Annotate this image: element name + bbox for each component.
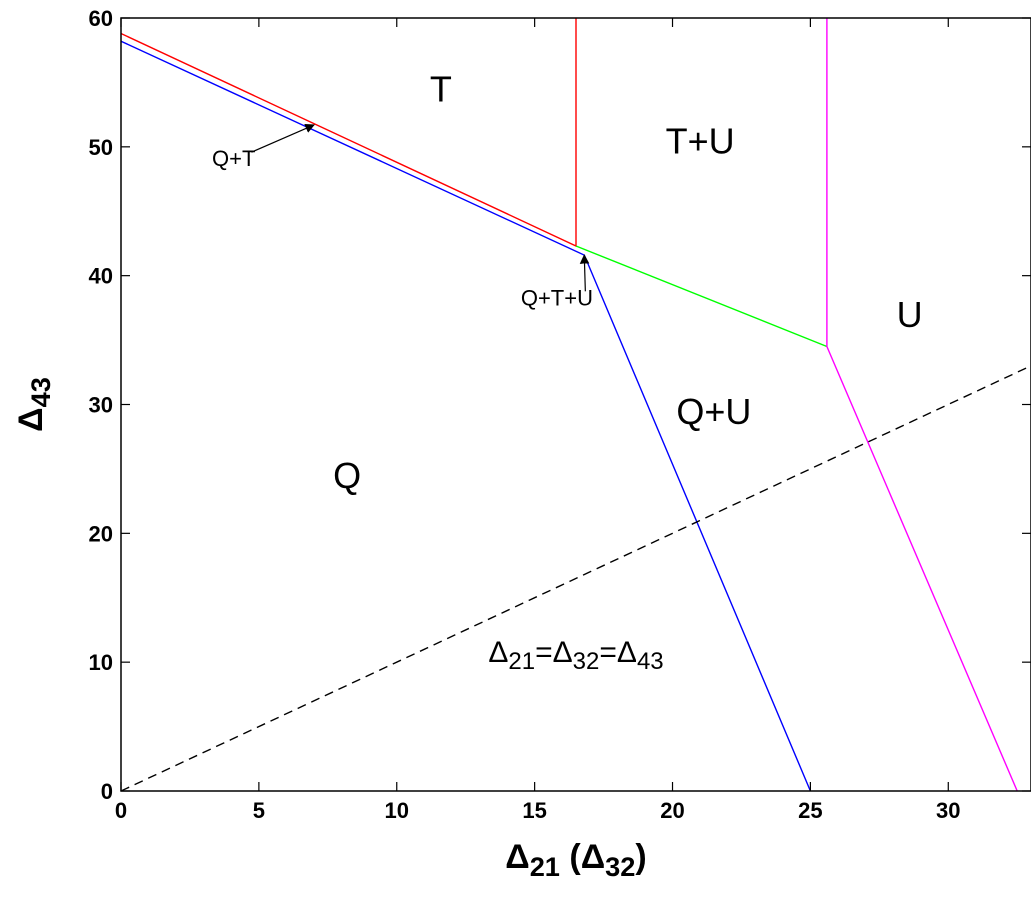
- x-tick-label: 25: [798, 798, 822, 823]
- y-tick-label: 0: [101, 779, 113, 804]
- x-tick-label: 15: [522, 798, 546, 823]
- series-layer: [120, 18, 1031, 792]
- region-label: Q: [333, 455, 361, 496]
- annotation-arrow: [251, 123, 315, 153]
- y-tick-label: 30: [89, 393, 113, 418]
- series-line-4: [120, 365, 1031, 792]
- labels-layer: Δ21 (Δ32) Δ43 Δ21=Δ32=Δ43: [12, 377, 664, 882]
- y-tick-label: 50: [89, 135, 113, 160]
- x-tick-label: 20: [660, 798, 684, 823]
- x-tick-label: 10: [385, 798, 409, 823]
- region-label: T+U: [666, 120, 735, 161]
- x-tick-label: 30: [936, 798, 960, 823]
- series-line-2: [575, 245, 828, 348]
- y-tick-label: 40: [89, 264, 113, 289]
- region-label: T: [430, 69, 452, 110]
- annotation-label: Q+T: [212, 146, 255, 171]
- y-axis-label: Δ43: [12, 377, 56, 432]
- x-tick-label: 0: [115, 798, 127, 823]
- annotation-layer: T T+U U Q+U Q Q+T Q+T+U: [212, 69, 923, 497]
- ticks-layer: 0 5 10 15 20 25 30 0 10 20 30 40 50 60: [89, 6, 1031, 823]
- region-label: U: [897, 294, 923, 335]
- series-line-0: [120, 18, 577, 248]
- annotation-arrow: [579, 254, 590, 292]
- y-tick-label: 60: [89, 6, 113, 31]
- y-tick-label: 20: [89, 521, 113, 546]
- x-axis-label: Δ21 (Δ32): [505, 838, 646, 882]
- series-line-3: [826, 18, 1018, 792]
- region-label: Q+U: [676, 391, 751, 432]
- x-tick-label: 5: [253, 798, 265, 823]
- annotation-label: Q+T+U: [521, 285, 593, 310]
- y-tick-label: 10: [89, 650, 113, 675]
- equality-line-label: Δ21=Δ32=Δ43: [488, 636, 663, 675]
